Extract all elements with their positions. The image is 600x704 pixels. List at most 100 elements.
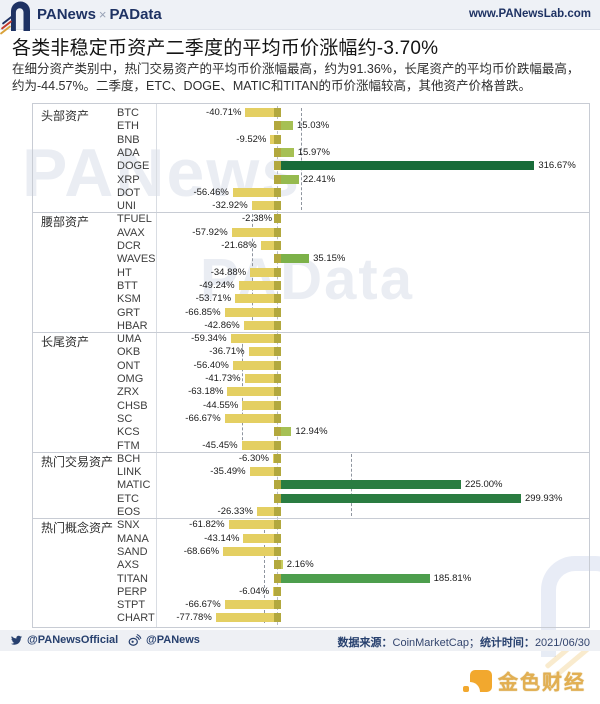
coin-label: TITAN (117, 572, 148, 585)
overall-average-marker (274, 121, 281, 131)
header-bar: PANews × PAData www.PANewsLab.com (0, 0, 600, 35)
jinse-icon-dot (463, 685, 469, 692)
coin-label: MATIC (117, 479, 151, 492)
bar (281, 174, 299, 184)
chart-area: 头部资产 BTC -40.71% ETH 15.03% BNB -9.52% ADA 15.97… (32, 103, 590, 628)
category-label: 头部资产 (41, 109, 90, 123)
bar-value-label: -57.92% (192, 226, 228, 238)
jinse-logo-text: 金色财经 (498, 672, 586, 694)
weibo-handle[interactable]: @PANews (146, 634, 200, 646)
group-separator (33, 451, 589, 453)
logo-padata-label: PAData (109, 6, 162, 23)
overall-average-marker (274, 546, 281, 556)
source-label: 数据来源： (337, 637, 393, 649)
coin-label: GRT (117, 306, 141, 319)
bar-value-label: -61.82% (189, 519, 225, 531)
bar (232, 360, 278, 370)
bar (230, 334, 278, 344)
coin-label: ETC (117, 492, 139, 505)
source-value: CoinMarketCap； (392, 637, 480, 649)
bar-value-label: -40.71% (206, 107, 242, 118)
coin-label: AVAX (117, 226, 145, 239)
coin-label: HT (117, 266, 132, 279)
overall-average-marker (274, 187, 281, 197)
bar (235, 294, 278, 304)
coin-label: KCS (117, 426, 140, 439)
bar-value-label: 2.16% (286, 559, 314, 571)
overall-average-marker (274, 214, 281, 224)
bar-value-label: -42.86% (204, 319, 240, 331)
bar (281, 493, 521, 503)
coin-label: EOS (117, 506, 141, 518)
overall-average-marker (274, 467, 281, 477)
overall-average-marker (274, 254, 281, 264)
bar-value-label: -2.38% (242, 213, 273, 225)
coin-label: ONT (117, 359, 141, 372)
group-separator (33, 332, 589, 334)
overall-average-marker (274, 600, 281, 610)
group-separator (33, 212, 589, 214)
website-url[interactable]: www.PANewsLab.com (468, 8, 591, 20)
overall-average-marker (274, 320, 281, 330)
overall-average-marker (274, 480, 281, 490)
category-label: 热门交易资产 (41, 454, 114, 469)
category-average-line (264, 520, 266, 623)
overall-average-marker (274, 227, 281, 237)
bar (281, 254, 310, 264)
coin-label: ZRX (117, 386, 139, 399)
overall-average-marker (274, 360, 281, 370)
overall-average-marker (274, 201, 281, 211)
bar-value-label: -59.34% (191, 333, 227, 345)
bar-value-label: -63.18% (188, 386, 224, 398)
bar (231, 227, 278, 237)
overall-average-marker (274, 520, 281, 530)
coin-label: DOT (117, 186, 141, 199)
category-label: 腰部资产 (41, 215, 90, 230)
coin-label: DCR (117, 240, 141, 252)
bar (224, 413, 278, 423)
coin-label: UMA (117, 333, 142, 346)
bar-value-label: -66.85% (185, 306, 221, 318)
panews-n-glyph (11, 1, 30, 31)
category-label: 热门概念资产 (41, 521, 114, 536)
overall-average-marker (274, 613, 281, 623)
bar-value-label: -68.66% (183, 545, 220, 557)
coin-label: ETH (117, 120, 139, 133)
overall-average-marker (274, 427, 281, 437)
overall-average-marker (274, 560, 281, 570)
bar-value-label: -36.71% (209, 346, 245, 358)
bar (281, 147, 294, 157)
coin-label: MANA (117, 532, 149, 545)
overall-average-marker (274, 174, 281, 184)
bar (281, 427, 292, 437)
coin-label: OKB (117, 346, 141, 359)
bar (232, 187, 278, 197)
bar-value-label: -21.68% (221, 240, 257, 251)
bar-value-label: 22.41% (302, 173, 336, 185)
overall-average-marker (274, 387, 281, 397)
bar (224, 307, 278, 317)
coin-label: UNI (117, 200, 136, 213)
overall-average-marker (274, 413, 281, 423)
logo-separator: × (98, 7, 107, 22)
page-title: 各类非稳定币资产二季度的平均币价涨幅约-3.70% (12, 38, 439, 59)
twitter-handle[interactable]: @PANewsOfficial (27, 634, 119, 646)
bar-value-label: -35.49% (210, 466, 246, 478)
category-average-line (301, 108, 303, 211)
bar (241, 440, 278, 450)
bar-value-label: -43.14% (204, 532, 240, 544)
overall-average-marker (274, 307, 281, 317)
footer-bar: @PANewsOfficial @PANews 数据来源：CoinMarketC… (0, 630, 600, 651)
bar (244, 374, 278, 383)
overall-average-marker (274, 507, 281, 516)
overall-average-marker (274, 493, 281, 503)
bar-value-label: 12.94% (295, 426, 328, 438)
bar-value-label: -41.73% (205, 373, 241, 384)
bar-value-label: -34.88% (210, 266, 247, 278)
bar (227, 387, 278, 397)
coin-label: FTM (117, 439, 140, 452)
overall-average-marker (274, 453, 281, 463)
bar (281, 161, 535, 171)
coin-label: WAVES (117, 253, 156, 266)
coin-label: ADA (117, 146, 140, 159)
